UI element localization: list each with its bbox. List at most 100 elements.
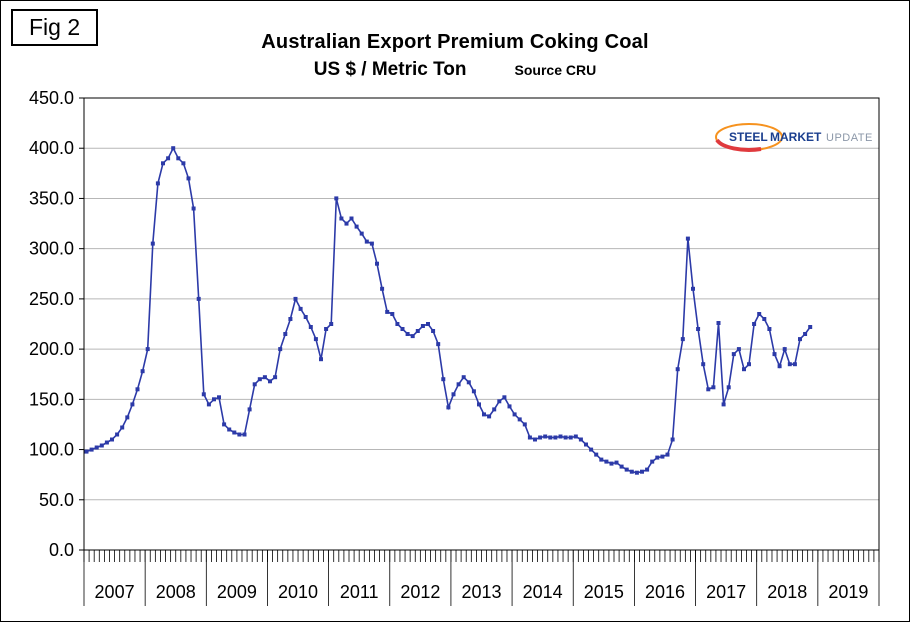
- data-point-marker: [89, 447, 94, 452]
- data-point-marker: [390, 312, 395, 316]
- data-point-marker: [313, 337, 318, 342]
- data-point-marker: [670, 437, 675, 442]
- data-point-marker: [155, 181, 160, 186]
- x-year-label: 2016: [645, 582, 685, 602]
- data-point-marker: [792, 362, 797, 367]
- data-point-marker: [319, 357, 323, 362]
- x-year-label: 2008: [156, 582, 196, 602]
- data-point-marker: [665, 452, 670, 457]
- data-point-marker: [420, 324, 425, 328]
- data-point-marker: [288, 317, 293, 321]
- data-point-marker: [599, 457, 604, 462]
- data-point-marker: [171, 146, 176, 151]
- data-point-marker: [410, 334, 415, 339]
- data-point-marker: [431, 329, 436, 333]
- data-point-marker: [767, 327, 772, 331]
- data-point-marker: [385, 309, 390, 314]
- data-point-marker: [487, 414, 492, 419]
- y-tick-label: 50.0: [39, 490, 74, 510]
- data-point-marker: [201, 392, 206, 397]
- data-point-marker: [94, 445, 99, 450]
- data-point-marker: [497, 399, 502, 404]
- data-point-marker: [186, 176, 191, 181]
- data-point-marker: [135, 387, 140, 392]
- data-point-marker: [711, 385, 716, 390]
- data-point-marker: [604, 459, 609, 464]
- data-point-marker: [726, 385, 731, 390]
- data-point-marker: [242, 432, 247, 437]
- data-point-marker: [120, 425, 125, 430]
- data-point-marker: [380, 286, 385, 291]
- data-point-marker: [140, 369, 145, 374]
- data-point-marker: [252, 382, 257, 387]
- data-point-marker: [257, 377, 262, 382]
- data-point-marker: [517, 417, 522, 422]
- data-point-marker: [584, 442, 588, 447]
- data-point-marker: [721, 402, 726, 407]
- data-point-marker: [782, 347, 787, 352]
- data-point-marker: [553, 435, 558, 440]
- data-point-marker: [237, 432, 242, 437]
- data-point-marker: [752, 322, 757, 326]
- y-tick-label: 200.0: [29, 339, 74, 359]
- y-tick-label: 150.0: [29, 389, 74, 409]
- data-point-marker: [543, 434, 548, 439]
- data-point-marker: [456, 382, 461, 387]
- data-point-marker: [329, 322, 334, 326]
- data-point-marker: [324, 327, 329, 331]
- data-point-marker: [675, 367, 680, 372]
- chart-titles: Australian Export Premium Coking Coal US…: [1, 31, 909, 81]
- data-point-marker: [395, 322, 400, 326]
- data-point-marker: [696, 327, 701, 331]
- data-point-marker: [161, 161, 165, 166]
- data-point-marker: [110, 437, 114, 442]
- data-point-marker: [308, 325, 313, 329]
- data-point-marker: [212, 397, 216, 402]
- data-point-marker: [166, 156, 171, 161]
- x-year-label: 2010: [278, 582, 318, 602]
- data-point-marker: [731, 352, 736, 357]
- data-point-marker: [415, 329, 420, 333]
- data-point-marker: [716, 321, 721, 325]
- data-point-marker: [808, 325, 813, 329]
- logo-word-update: UPDATE: [826, 132, 873, 144]
- data-point-marker: [104, 440, 109, 445]
- data-point-marker: [533, 437, 537, 442]
- data-point-marker: [145, 347, 150, 352]
- x-year-label: 2013: [461, 582, 501, 602]
- data-point-marker: [772, 352, 777, 357]
- x-year-label: 2019: [828, 582, 868, 602]
- logo-swoosh-arc: [715, 138, 762, 152]
- data-point-marker: [757, 312, 762, 316]
- data-point-marker: [206, 402, 211, 407]
- data-point-marker: [222, 422, 227, 427]
- figure-label: Fig 2: [11, 9, 99, 46]
- data-point-marker: [762, 317, 767, 321]
- data-point-marker: [477, 402, 481, 407]
- data-point-marker: [578, 437, 583, 442]
- data-point-marker: [273, 375, 278, 380]
- data-point-marker: [466, 380, 471, 385]
- data-point-marker: [624, 467, 629, 472]
- data-point-marker: [369, 241, 374, 246]
- data-point-marker: [441, 377, 446, 382]
- data-point-marker: [568, 435, 573, 440]
- data-point-marker: [701, 362, 706, 367]
- data-point-marker: [451, 392, 456, 397]
- data-point-marker: [736, 347, 741, 352]
- chart-source: Source CRU: [514, 62, 597, 78]
- data-point-marker: [293, 296, 298, 301]
- x-year-label: 2009: [217, 582, 257, 602]
- data-point-marker: [359, 231, 364, 236]
- data-point-marker: [645, 467, 650, 472]
- data-point-marker: [563, 435, 568, 440]
- data-point-marker: [527, 435, 532, 440]
- data-point-marker: [446, 405, 451, 410]
- x-year-label: 2014: [523, 582, 563, 602]
- data-point-marker: [471, 389, 476, 394]
- data-point-marker: [196, 296, 201, 301]
- data-point-marker: [262, 375, 267, 380]
- data-point-marker: [426, 322, 430, 326]
